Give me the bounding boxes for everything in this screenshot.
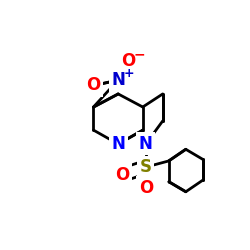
Text: N: N — [111, 135, 125, 153]
Text: N: N — [111, 71, 125, 89]
Text: +: + — [124, 68, 134, 80]
Text: O: O — [139, 179, 153, 197]
Text: O: O — [121, 52, 135, 70]
Text: O: O — [116, 166, 130, 184]
Text: S: S — [140, 158, 152, 176]
Text: −: − — [133, 48, 145, 62]
Text: N: N — [139, 135, 153, 153]
Text: O: O — [86, 76, 101, 94]
